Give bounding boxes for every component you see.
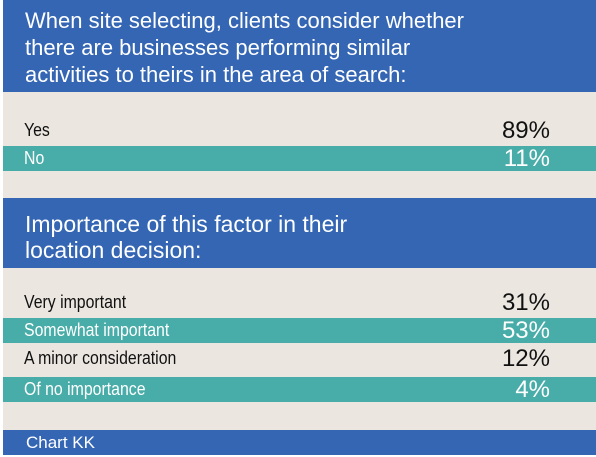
section-1-body bbox=[3, 92, 596, 198]
table-row: Very important 31% bbox=[3, 290, 596, 315]
section-2-body bbox=[3, 268, 596, 430]
row-value: 53% bbox=[501, 317, 550, 344]
table-row: No 11% bbox=[3, 146, 596, 171]
table-row: Of no importance 4% bbox=[3, 377, 596, 402]
section-1-title-line: activities to theirs in the area of sear… bbox=[25, 62, 407, 87]
section-1-title-line: When site selecting, clients consider wh… bbox=[25, 8, 464, 33]
row-value: 4% bbox=[515, 376, 550, 403]
row-label: A minor consideration bbox=[24, 348, 177, 368]
chart-source-label: Chart KK bbox=[3, 430, 596, 455]
row-label: Very important bbox=[24, 292, 127, 312]
table-row: Yes 89% bbox=[3, 118, 596, 143]
row-label: Of no importance bbox=[24, 379, 146, 399]
table-row: Somewhat important 53% bbox=[3, 318, 596, 343]
section-2-title: Importance of this factor in their locat… bbox=[3, 198, 596, 268]
section-2-title-line: location decision: bbox=[25, 237, 202, 263]
table-row: A minor consideration 12% bbox=[3, 346, 596, 371]
row-label: Somewhat important bbox=[24, 320, 170, 340]
section-1-title-line: there are businesses performing similar bbox=[25, 35, 411, 60]
section-1-title: When site selecting, clients consider wh… bbox=[3, 0, 596, 92]
row-value: 89% bbox=[501, 117, 550, 144]
row-value: 12% bbox=[501, 345, 550, 372]
row-value: 11% bbox=[503, 145, 550, 172]
row-label: No bbox=[24, 148, 45, 168]
section-2-title-line: Importance of this factor in their bbox=[25, 211, 348, 237]
row-label: Yes bbox=[24, 120, 50, 140]
row-value: 31% bbox=[501, 289, 550, 316]
